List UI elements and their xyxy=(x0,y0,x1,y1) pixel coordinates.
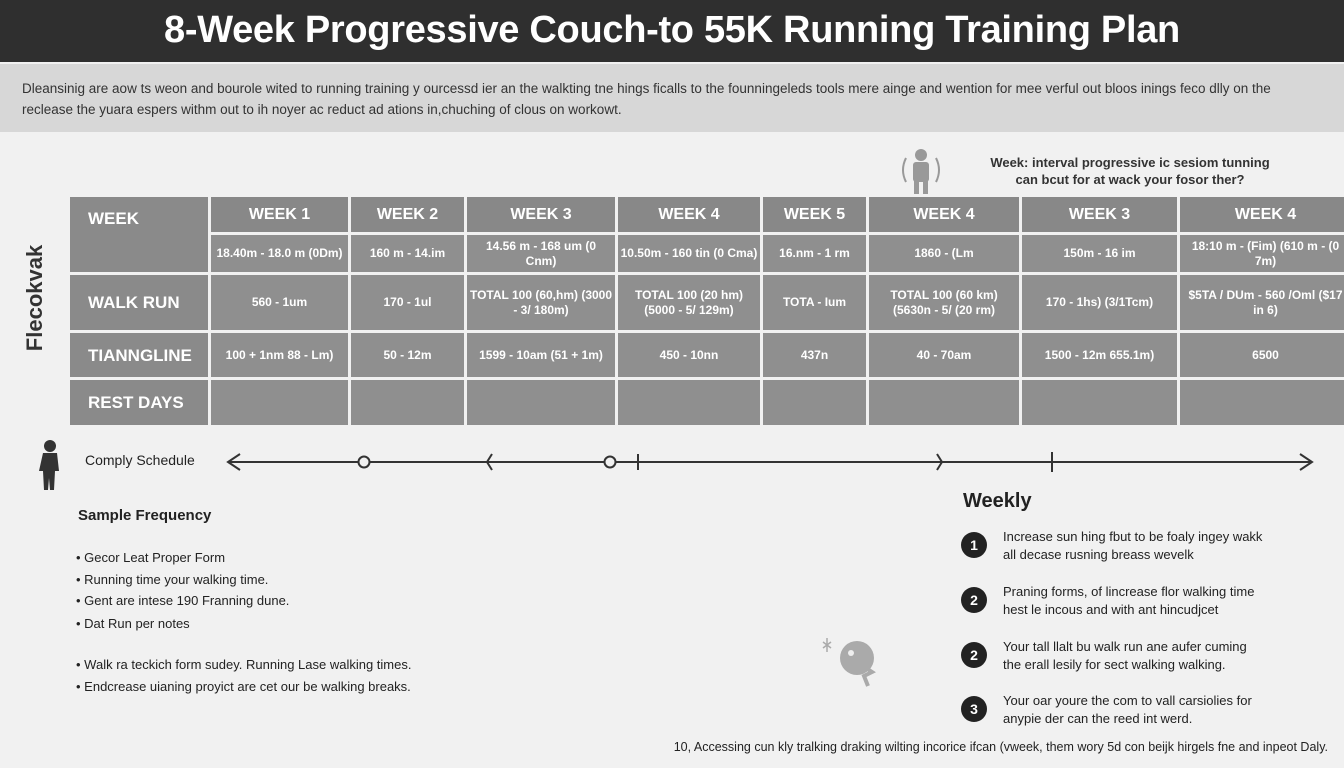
table-cell: 50 - 12m xyxy=(351,333,464,377)
schedule-timeline xyxy=(39,440,1314,490)
weekly-line: hest le incous and with ant hincudjcet xyxy=(1003,602,1219,617)
row-label: TIANNGLINE xyxy=(70,333,208,377)
table-cell: 437n xyxy=(763,333,866,377)
bullet-item: • Running time your walking time. xyxy=(76,572,269,587)
table-cell: TOTAL 100 (20 hm) (5000 - 5/ 129m) xyxy=(618,275,760,330)
step-number-badge: 1 xyxy=(961,532,987,558)
runner-icon xyxy=(39,440,59,490)
footer-note: 10, Accessing cun kly tralking draking w… xyxy=(673,740,1328,754)
page-title: 8-Week Progressive Couch-to 55K Running … xyxy=(0,0,1344,62)
bullet-item: • Gecor Leat Proper Form xyxy=(76,550,226,565)
weekly-line: Praning forms, of lincrease flor walking… xyxy=(1003,584,1255,599)
bullet-text: Gent are intese 190 Franning dune. xyxy=(84,593,290,608)
bullet-text: Walk ra teckich form sudey. Running Lase… xyxy=(84,657,412,672)
step-number-badge: 2 xyxy=(961,642,987,668)
column-header: WEEK 4 xyxy=(1180,197,1344,232)
training-table: WEEK WEEK 1 18.40m - 18.0 m (0Dm) WEEK 2 160… xyxy=(70,197,1344,425)
side-label: Flecokvak xyxy=(22,244,47,352)
step-number-badge: 3 xyxy=(961,696,987,722)
table-cell: 1860 - (Lm xyxy=(869,235,1019,272)
person-icon xyxy=(902,149,940,194)
table-cell xyxy=(351,380,464,425)
table-cell: 560 - 1um xyxy=(211,275,348,330)
table-cell: 160 m - 14.im xyxy=(351,235,464,272)
weekly-line: Your tall llalt bu walk run ane aufer cu… xyxy=(1003,639,1247,654)
step-number-badge: 2 xyxy=(961,587,987,613)
column-header: WEEK 3 xyxy=(1022,197,1177,232)
weekly-item: Increase sun hing fbut to be foaly ingey… xyxy=(1003,528,1323,564)
weekly-line: Increase sun hing fbut to be foaly ingey… xyxy=(1003,529,1263,544)
weekly-item: Your oar youre the com to vall carsiolie… xyxy=(1003,692,1323,728)
bullet-item: • Gent are intese 190 Franning dune. xyxy=(76,593,290,608)
table-cell xyxy=(618,380,760,425)
intro-text: Dleansinig are aow ts weon and bourole w… xyxy=(0,64,1344,132)
decorative-icon xyxy=(822,638,876,687)
table-cell: 18.40m - 18.0 m (0Dm) xyxy=(211,235,348,272)
table-cell xyxy=(869,380,1019,425)
table-cell: 150m - 16 im xyxy=(1022,235,1177,272)
weekly-line: Your oar youre the com to vall carsiolie… xyxy=(1003,693,1252,708)
column-header: WEEK 4 xyxy=(869,197,1019,232)
row-label: WEEK xyxy=(70,197,208,272)
column-header: WEEK 4 xyxy=(618,197,760,232)
table-cell xyxy=(211,380,348,425)
timeline-label: Comply Schedule xyxy=(85,452,195,468)
column-header: WEEK 3 xyxy=(467,197,615,232)
bullet-text: Endcrease uianing proyict are cet our be… xyxy=(84,679,411,694)
table-cell: TOTAL 100 (60,hm) (3000 - 3/ 180m) xyxy=(467,275,615,330)
row-label: REST DAYS xyxy=(70,380,208,425)
timeline-marker xyxy=(485,453,493,471)
table-cell xyxy=(1022,380,1177,425)
table-cell: 170 - 1hs) (3/1Tcm) xyxy=(1022,275,1177,330)
interval-note: Week: interval progressive ic sesiom tun… xyxy=(960,154,1300,188)
table-cell: 100 + 1nm 88 - Lm) xyxy=(211,333,348,377)
table-cell xyxy=(467,380,615,425)
column-header: WEEK 5 xyxy=(763,197,866,232)
weekly-line: all decase rusning breass wevelk xyxy=(1003,547,1194,562)
sample-heading: Sample Frequency xyxy=(78,507,212,524)
bullet-text: Dat Run per notes xyxy=(84,616,190,631)
table-cell: 1500 - 12m 655.1m) xyxy=(1022,333,1177,377)
timeline-marker xyxy=(357,455,371,469)
timeline-marker xyxy=(936,453,944,471)
note-line: can bcut for at wack your fosor ther? xyxy=(1015,172,1245,187)
column-header: WEEK 2 xyxy=(351,197,464,232)
bullet-text: Running time your walking time. xyxy=(84,572,269,587)
table-cell: 170 - 1ul xyxy=(351,275,464,330)
column-header: WEEK 1 xyxy=(211,197,348,232)
table-cell: TOTAL 100 (60 km) (5630n - 5/ (20 rm) xyxy=(869,275,1019,330)
bullet-item: • Endcrease uianing proyict are cet our … xyxy=(76,679,411,694)
table-cell: 10.50m - 160 tin (0 Cma) xyxy=(618,235,760,272)
table-cell: 40 - 70am xyxy=(869,333,1019,377)
weekly-item: Praning forms, of lincrease flor walking… xyxy=(1003,583,1323,619)
table-cell: 14.56 m - 168 um (0 Cnm) xyxy=(467,235,615,272)
table-cell: 450 - 10nn xyxy=(618,333,760,377)
table-cell: TOTA - Ium xyxy=(763,275,866,330)
table-cell: 6500 xyxy=(1180,333,1344,377)
bullet-item: • Walk ra teckich form sudey. Running La… xyxy=(76,657,412,672)
weekly-heading: Weekly xyxy=(963,490,1032,512)
bullet-item: • Dat Run per notes xyxy=(76,616,190,631)
timeline-arrows xyxy=(226,453,1314,471)
row-label: WALK RUN xyxy=(70,275,208,330)
table-cell: 18:10 m - (Fim) (610 m - (0 7m) xyxy=(1180,235,1344,272)
table-cell: $5TA / DUm - 560 /Oml ($17 in 6) xyxy=(1180,275,1344,330)
table-cell: 1599 - 10am (51 + 1m) xyxy=(467,333,615,377)
table-cell xyxy=(1180,380,1344,425)
bullet-text: Gecor Leat Proper Form xyxy=(84,550,226,565)
timeline-marker xyxy=(603,455,617,469)
table-cell: 16.nm - 1 rm xyxy=(763,235,866,272)
weekly-line: the erall lesily for sect walking walkin… xyxy=(1003,657,1226,672)
weekly-line: anypie der can the reed int werd. xyxy=(1003,711,1193,726)
weekly-item: Your tall llalt bu walk run ane aufer cu… xyxy=(1003,638,1323,674)
note-line: Week: interval progressive ic sesiom tun… xyxy=(990,155,1270,170)
table-cell xyxy=(763,380,866,425)
